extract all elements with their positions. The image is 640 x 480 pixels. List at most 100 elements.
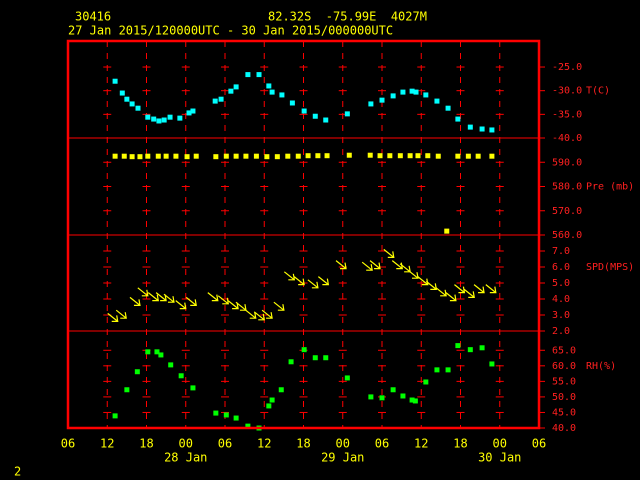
wind-arrow: [129, 296, 141, 306]
point: [415, 153, 421, 159]
marks: [107, 72, 497, 431]
point: [151, 116, 157, 122]
point: [435, 153, 441, 159]
y-tick-label: 55.0: [552, 376, 576, 387]
y-tick-label: 590.0: [552, 157, 582, 168]
point: [167, 114, 173, 120]
y-tick-label: 45.0: [552, 407, 576, 418]
point: [145, 114, 151, 120]
station-location: 82.32S -75.99E 4027M: [268, 10, 427, 24]
y-tick-label: 560.0: [552, 230, 582, 241]
wind-arrow: [307, 279, 319, 289]
point: [124, 387, 130, 393]
y-tick-label: 580.0: [552, 182, 582, 193]
point: [379, 395, 385, 401]
point: [269, 397, 275, 403]
point: [119, 90, 125, 96]
point: [489, 127, 495, 133]
point: [137, 154, 143, 160]
y-tick-label: 6.0: [552, 262, 570, 273]
point: [344, 111, 350, 117]
point: [324, 153, 330, 159]
wind-arrow: [217, 295, 229, 305]
point: [444, 228, 450, 234]
x-tick-label: 18: [453, 437, 467, 451]
point: [397, 153, 403, 159]
axis-label: T(C): [586, 86, 610, 97]
point: [377, 153, 383, 159]
point: [288, 359, 294, 365]
x-tick-label: 00: [336, 437, 350, 451]
wind-arrow: [175, 300, 187, 310]
point: [145, 153, 151, 159]
wind-arrow: [163, 293, 175, 303]
wind-arrow: [107, 312, 119, 322]
point: [112, 78, 118, 84]
point: [274, 154, 280, 160]
point: [301, 347, 307, 353]
point: [266, 83, 272, 89]
y-tick-label: -30.0: [552, 86, 582, 97]
point: [400, 89, 406, 95]
point: [390, 387, 396, 393]
point: [434, 367, 440, 373]
y-tick-label: 5.0: [552, 278, 570, 289]
point: [312, 113, 318, 119]
y-tick-label: 7.0: [552, 246, 570, 257]
y-tick-label: -35.0: [552, 109, 582, 120]
point: [312, 355, 318, 361]
point: [489, 361, 495, 367]
wind-arrow: [435, 287, 447, 297]
point: [212, 98, 218, 104]
wind-arrow: [425, 280, 438, 290]
wind-arrow: [473, 284, 485, 294]
x-tick-label: 12: [257, 437, 271, 451]
point: [218, 96, 224, 102]
wind-arrow: [283, 271, 296, 281]
point: [145, 349, 151, 355]
point: [223, 412, 229, 418]
point: [407, 153, 413, 159]
point: [434, 98, 440, 104]
point: [213, 410, 219, 416]
point: [455, 343, 461, 349]
point: [134, 369, 140, 375]
point: [279, 92, 285, 98]
wind-arrow: [261, 309, 273, 319]
point: [173, 153, 179, 159]
point: [305, 153, 311, 159]
point: [475, 153, 481, 159]
point: [379, 97, 385, 103]
point: [264, 154, 270, 160]
wind-arrow: [227, 300, 239, 310]
x-tick-label: 18: [139, 437, 153, 451]
day-label: 28 Jan: [164, 451, 207, 465]
point: [253, 153, 259, 159]
point: [186, 110, 192, 116]
point: [285, 153, 291, 159]
point: [266, 403, 272, 409]
y-tick-label: 65.0: [552, 345, 576, 356]
wind-arrow: [137, 287, 149, 297]
wind-arrow: [369, 260, 381, 270]
point: [129, 101, 135, 107]
point: [289, 100, 295, 106]
point: [323, 117, 329, 123]
point: [445, 105, 451, 111]
point: [479, 126, 485, 132]
point: [301, 108, 307, 114]
wind-arrow: [417, 276, 429, 286]
y-tick-label: 50.0: [552, 392, 576, 403]
point: [177, 115, 183, 121]
point: [154, 349, 160, 355]
point: [129, 154, 135, 160]
y-tick-label: -40.0: [552, 133, 582, 144]
day-label: 29 Jan: [321, 451, 364, 465]
wind-arrow: [407, 269, 419, 279]
point: [190, 108, 196, 114]
point: [387, 153, 393, 159]
x-tick-label: 00: [179, 437, 193, 451]
point: [367, 152, 373, 158]
axis-label: RH(%): [586, 361, 616, 372]
